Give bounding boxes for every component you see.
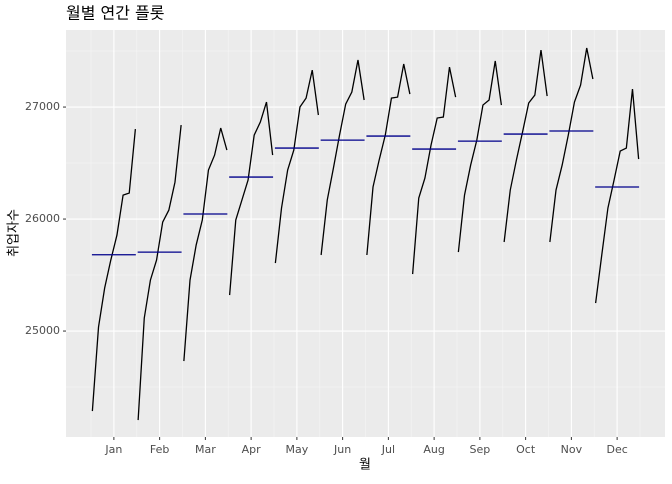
month-line <box>549 47 594 243</box>
month-line <box>228 101 274 296</box>
month-line <box>366 63 411 256</box>
x-tick-label: Mar <box>195 443 216 456</box>
month-line <box>320 59 365 256</box>
month-line <box>411 66 457 275</box>
x-axis-label: 월 <box>359 458 371 473</box>
y-tick-label: 27000 <box>25 100 60 113</box>
x-tick-label: Dec <box>606 443 627 456</box>
month-line <box>594 88 640 304</box>
y-axis-label: 취업자수 <box>7 209 22 257</box>
chart-title: 월별 연간 플롯 <box>66 4 165 23</box>
x-tick-label: Jul <box>381 443 395 456</box>
month-line <box>457 60 503 253</box>
x-tick-label: Feb <box>150 443 169 456</box>
x-tick-label: Sep <box>470 443 491 456</box>
x-tick-label: Apr <box>242 443 262 456</box>
x-tick-label: Jan <box>104 443 122 456</box>
month-line <box>137 125 182 421</box>
month-line <box>183 127 228 362</box>
x-tick-label: Jun <box>333 443 351 456</box>
x-tick-label: Oct <box>516 443 536 456</box>
month-line <box>274 69 320 264</box>
x-tick-label: Nov <box>561 443 583 456</box>
x-tick-label: May <box>286 443 309 456</box>
y-tick-label: 26000 <box>25 212 60 225</box>
month-line <box>91 128 137 412</box>
y-tick-label: 25000 <box>25 324 60 337</box>
x-tick-label: Aug <box>423 443 444 456</box>
month-line <box>503 49 548 243</box>
